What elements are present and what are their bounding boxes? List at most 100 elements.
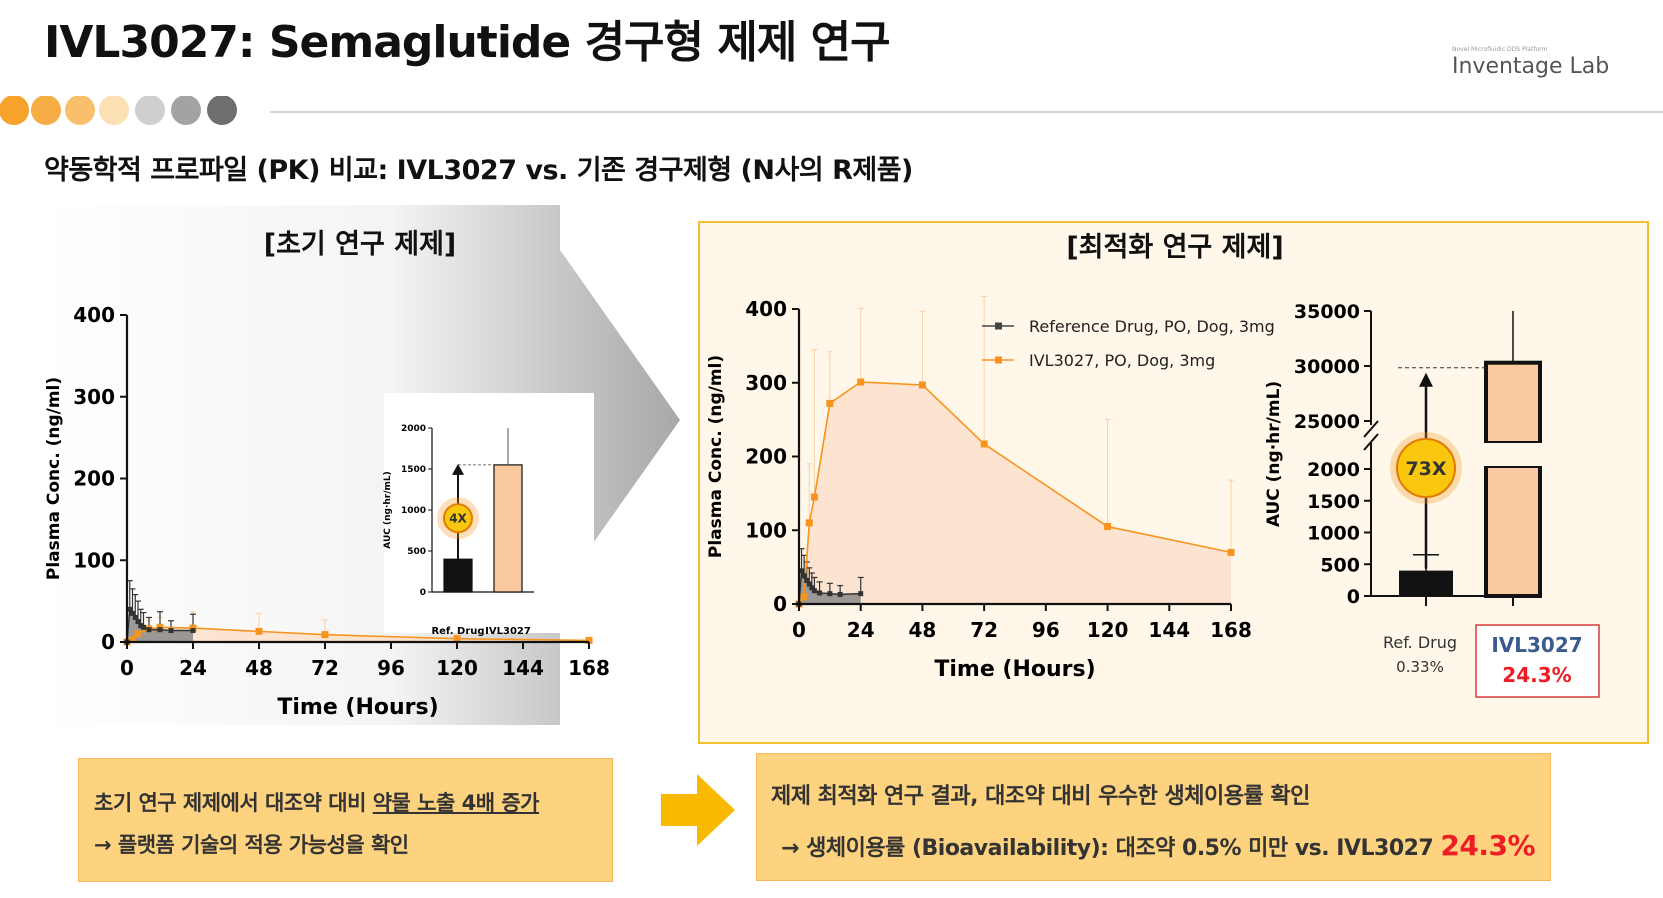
opt-auc-tick-label: 1500 bbox=[1307, 491, 1360, 513]
ivl3027-point bbox=[134, 630, 142, 638]
x-tick-label: 0 bbox=[792, 618, 806, 642]
reference-point bbox=[190, 628, 196, 634]
early-auc-category-label: IVL3027 bbox=[485, 626, 531, 637]
early-auc-badge: 4X bbox=[437, 497, 479, 540]
early-auc-category-label: Ref. Drug bbox=[431, 626, 484, 637]
optimized-pk-chart: 0 100 200 300 400 0 24 48 72 96 120 144 168 Time (Hou… bbox=[706, 295, 1600, 698]
opt-auc-tick-label: 500 bbox=[1320, 554, 1360, 576]
x-tick-label: 48 bbox=[909, 618, 937, 642]
ivl3027-line bbox=[798, 381, 1232, 605]
findings-arrow-icon bbox=[661, 774, 735, 846]
opt-auc-category-note: 24.3% bbox=[1502, 663, 1571, 687]
ivl3027-point bbox=[805, 519, 813, 527]
early-findings-box: 초기 연구 제제에서 대조약 대비 약물 노출 4배 증가 → 플랫폼 기술의 … bbox=[78, 758, 613, 882]
reference-point bbox=[127, 606, 133, 612]
ivl3027-point bbox=[129, 636, 136, 644]
badge-circle bbox=[443, 503, 473, 534]
logo-name: Inventage Lab bbox=[1452, 54, 1610, 79]
early-auc-bar-ivl3027 bbox=[493, 464, 523, 593]
x-axis-title: Time (Hours) bbox=[277, 695, 438, 720]
ivl3027-point bbox=[980, 440, 988, 448]
early-finding-line2: → 플랫폼 기술의 적용 가능성을 확인 bbox=[94, 833, 409, 857]
y-tick-label: 0 bbox=[101, 630, 115, 654]
ivl3027-point bbox=[321, 631, 329, 639]
section-subtitle: 약동학적 프로파일 (PK) 비교: IVL3027 vs. 기존 경구제형 (… bbox=[44, 155, 913, 186]
legend-ivl3027-marker bbox=[995, 356, 1002, 364]
early-auc-y-axis-title: AUC (ng·hr/mL) bbox=[383, 471, 393, 548]
reference-area bbox=[127, 609, 193, 642]
ivl3027-point bbox=[585, 636, 593, 644]
ivl3027-point bbox=[826, 399, 834, 407]
reference-point bbox=[858, 591, 864, 597]
y-tick-label: 200 bbox=[73, 467, 115, 491]
x-tick-label: 72 bbox=[311, 656, 339, 680]
y-tick-label: 0 bbox=[773, 592, 787, 616]
reference-point bbox=[827, 591, 833, 597]
reference-point bbox=[157, 627, 163, 633]
early-auc-tick-label: 0 bbox=[420, 588, 426, 598]
opt-auc-bar-reference bbox=[1399, 570, 1453, 596]
y-tick-label: 300 bbox=[745, 371, 787, 395]
ivl3027-highlight-box bbox=[1475, 624, 1600, 698]
early-panel-heading: [초기 연구 제제] bbox=[263, 229, 457, 260]
opt-auc-axis-break-mark bbox=[1363, 433, 1379, 451]
x-tick-label: 48 bbox=[245, 656, 273, 680]
opt-auc-tick-label: 25000 bbox=[1294, 411, 1360, 433]
early-auc-tick-label: 500 bbox=[407, 547, 426, 557]
decorative-dots bbox=[0, 96, 237, 125]
early-auc-tick-label: 2000 bbox=[401, 424, 426, 434]
x-tick-label: 144 bbox=[1148, 618, 1190, 642]
early-finding-text: 초기 연구 제제에서 대조약 대비 bbox=[94, 791, 373, 815]
optimized-finding-text: → 생체이용률 (Bioavailability): 대조약 0.5% 미만 v… bbox=[781, 836, 1441, 861]
reference-point bbox=[168, 628, 174, 634]
x-tick-label: 96 bbox=[1032, 618, 1060, 642]
optimized-findings-box: 제제 최적화 연구 결과, 대조약 대비 우수한 생체이용률 확인 → 생체이용… bbox=[756, 753, 1551, 881]
reference-point bbox=[811, 588, 817, 594]
page-title: IVL3027: Semaglutide 경구형 제제 연구 bbox=[44, 17, 891, 68]
early-auc-arrow-head bbox=[452, 463, 464, 475]
opt-auc-y-axis-title: AUC (ng·hr/mL) bbox=[1264, 381, 1284, 527]
opt-auc-tick-label: 2000 bbox=[1307, 459, 1360, 481]
y-tick-label: 100 bbox=[745, 518, 787, 542]
reference-point bbox=[804, 577, 810, 583]
badge-circle bbox=[1396, 438, 1456, 498]
legend-reference-label: Reference Drug, PO, Dog, 3mg bbox=[1029, 317, 1275, 336]
logo-tagline: Novel Microfluidic DDS Platform bbox=[1452, 46, 1548, 53]
x-tick-label: 120 bbox=[1087, 618, 1129, 642]
y-tick-label: 400 bbox=[745, 297, 787, 321]
opt-auc-tick-label: 0 bbox=[1347, 586, 1360, 608]
ivl3027-point bbox=[1104, 523, 1112, 531]
x-tick-label: 24 bbox=[847, 618, 875, 642]
reference-point bbox=[799, 568, 805, 574]
x-tick-label: 72 bbox=[970, 618, 998, 642]
reference-point bbox=[817, 590, 823, 596]
x-tick-label: 96 bbox=[377, 656, 405, 680]
early-finding-line1: 초기 연구 제제에서 대조약 대비 약물 노출 4배 증가 bbox=[94, 787, 540, 817]
reference-point bbox=[837, 591, 843, 597]
y-tick-label: 400 bbox=[73, 303, 115, 327]
ivl3027-area bbox=[799, 382, 1231, 604]
ivl3027-point bbox=[810, 493, 818, 501]
reference-point bbox=[135, 619, 141, 625]
legend-reference-marker bbox=[995, 322, 1002, 330]
reference-area bbox=[799, 570, 861, 604]
reference-point bbox=[132, 614, 138, 620]
opt-auc-tick-label: 30000 bbox=[1294, 356, 1360, 378]
opt-auc-category-label: IVL3027 bbox=[1491, 633, 1582, 657]
badge-label: 73X bbox=[1405, 458, 1446, 480]
opt-auc-bar-break-gap bbox=[1483, 443, 1543, 466]
reference-point bbox=[801, 573, 807, 579]
x-tick-label: 168 bbox=[568, 656, 610, 680]
early-auc-inset-bg bbox=[384, 393, 594, 633]
header-rule bbox=[270, 111, 1663, 113]
opt-auc-category-note: 0.33% bbox=[1396, 658, 1444, 676]
early-finding-emphasis: 약물 노출 4배 증가 bbox=[372, 791, 540, 815]
y-axis-title: Plasma Conc. (ng/ml) bbox=[706, 355, 726, 558]
opt-auc-category-label: Ref. Drug bbox=[1383, 633, 1457, 652]
ivl3027-point bbox=[1227, 548, 1235, 556]
early-pk-chart: 0 100 200 300 400 0 24 48 72 96 120 144 168 Time (Hou… bbox=[44, 303, 610, 720]
y-axis-title: Plasma Conc. (ng/ml) bbox=[44, 377, 64, 580]
legend-ivl3027-label: IVL3027, PO, Dog, 3mg bbox=[1029, 351, 1215, 370]
x-tick-label: 0 bbox=[120, 656, 134, 680]
reference-point bbox=[809, 585, 815, 591]
